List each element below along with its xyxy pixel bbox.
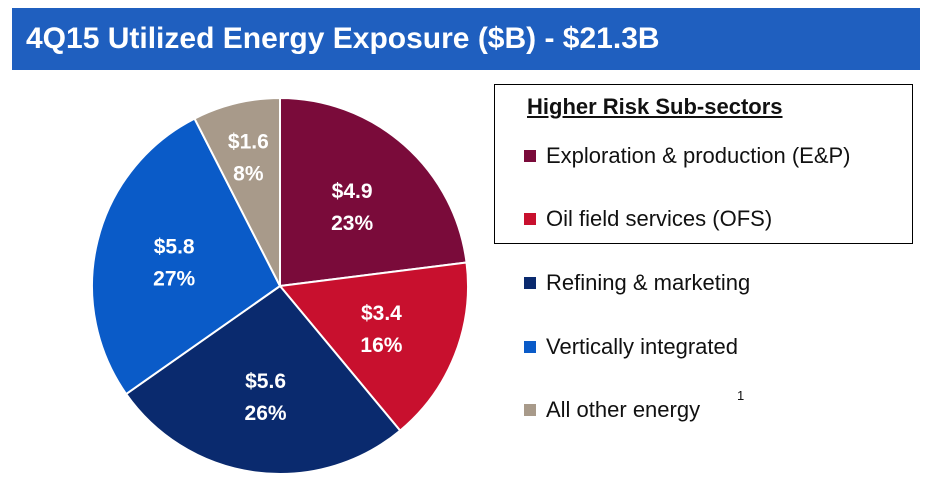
pie-slice-1 (278, 261, 469, 433)
legend-label: Vertically integrated (546, 334, 738, 359)
legend-item-3: Vertically integrated (524, 332, 738, 362)
legend-swatch (524, 213, 536, 225)
slice-value-label-3: $5.8 (154, 236, 195, 259)
slice-value-label-4: $1.6 (228, 130, 269, 153)
slice-value-label-1: $3.4 (361, 302, 402, 325)
slice-percent-label-0: 23% (331, 212, 373, 235)
legend-swatch (524, 341, 536, 353)
legend-item-1: Oil field services (OFS) (524, 204, 772, 234)
slice-percent-label-3: 27% (153, 268, 195, 291)
slice-value-label-0: $4.9 (332, 180, 373, 203)
legend-swatch (524, 150, 536, 162)
legend-item-2: Refining & marketing (524, 268, 750, 298)
legend-swatch (524, 277, 536, 289)
legend-label: Refining & marketing (546, 270, 751, 295)
pie-slice-4 (193, 96, 281, 287)
legend-label: Oil field services (OFS) (546, 206, 773, 231)
legend-swatch (524, 404, 536, 416)
pie-slice-3 (91, 117, 282, 396)
chart-title: 4Q15 Utilized Energy Exposure ($B) - $21… (12, 8, 920, 70)
footnote-marker: 1 (737, 388, 745, 403)
legend-item-4: All other energy (524, 395, 700, 425)
legend-label: All other energy (546, 397, 701, 422)
pie-slice-0 (279, 96, 468, 288)
legend-heading: Higher Risk Sub-sectors (527, 94, 783, 119)
slice-value-label-2: $5.6 (245, 370, 286, 393)
slice-percent-label-4: 8% (233, 162, 264, 185)
legend-label: Exploration & production (E&P) (546, 143, 851, 168)
higher-risk-legend-box (494, 84, 913, 244)
pie-slice-2 (124, 284, 402, 475)
slice-percent-label-1: 16% (360, 334, 402, 357)
legend-item-0: Exploration & production (E&P) (524, 141, 851, 171)
slice-percent-label-2: 26% (245, 402, 287, 425)
